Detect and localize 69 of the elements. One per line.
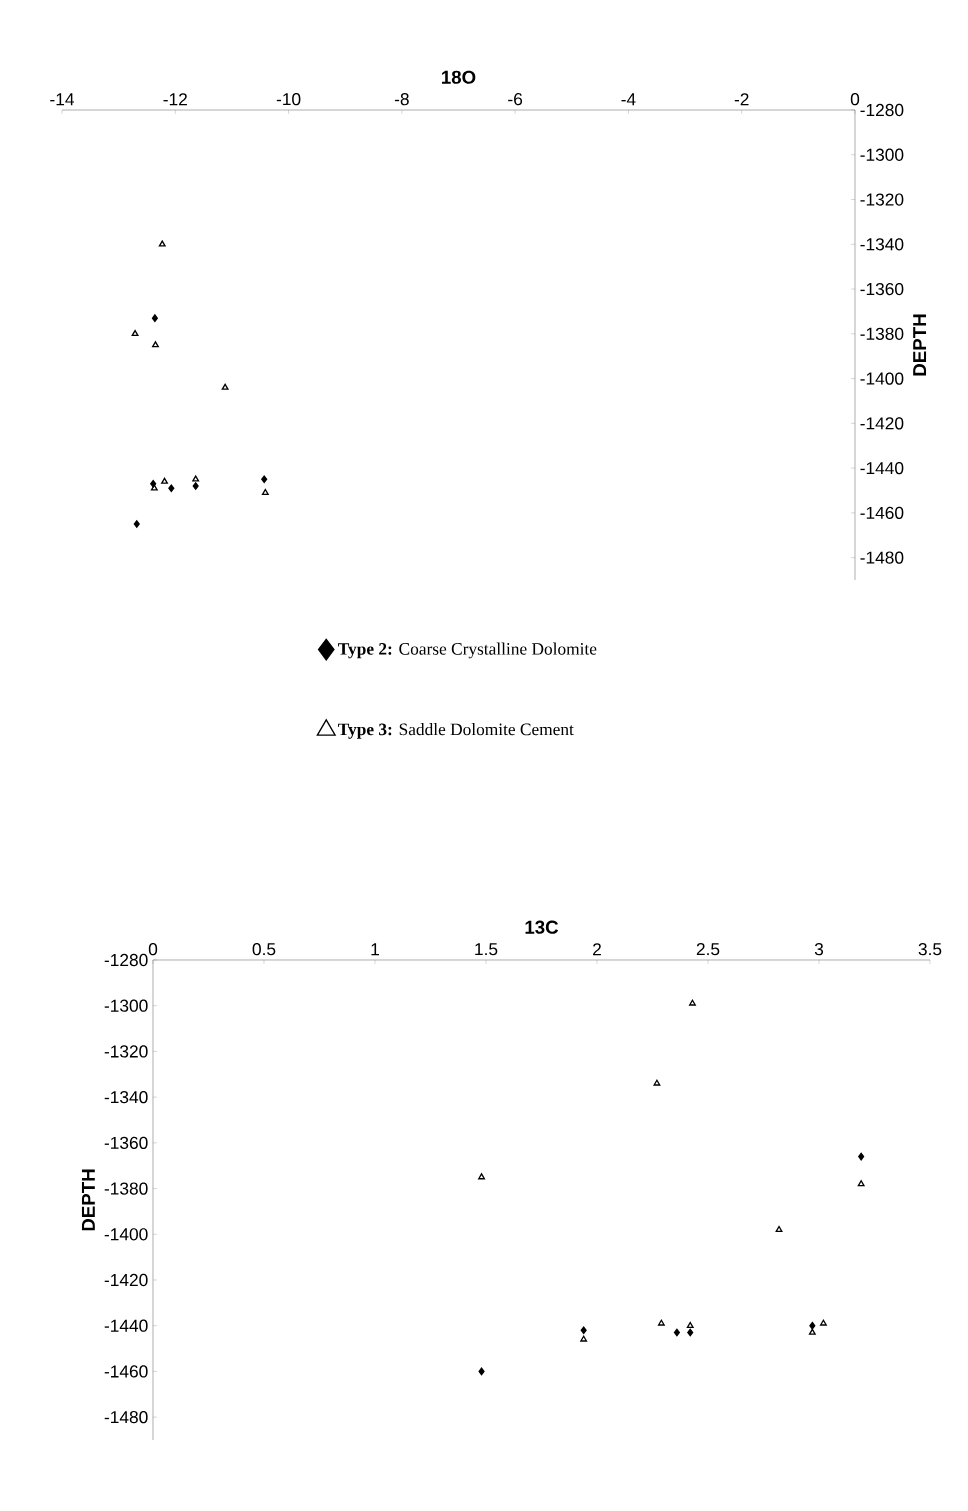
point bbox=[580, 1326, 587, 1335]
point bbox=[808, 1328, 816, 1335]
y-tick-label: -1400 bbox=[104, 1228, 148, 1241]
point bbox=[261, 488, 269, 495]
y-tick-label: -1360 bbox=[104, 1136, 148, 1149]
x-tick-label: 0 bbox=[148, 943, 158, 956]
x-axis-title: 18O bbox=[442, 70, 476, 84]
point bbox=[653, 1079, 661, 1086]
point bbox=[221, 383, 229, 390]
point bbox=[809, 1321, 816, 1330]
x-tick-label: 2 bbox=[593, 943, 601, 956]
x-tick-label: 2.5 bbox=[696, 943, 720, 956]
x-tick-label: 1.5 bbox=[475, 943, 498, 956]
point bbox=[819, 1319, 827, 1326]
x-tick-label: -6 bbox=[508, 93, 523, 106]
x-tick-label: 0.5 bbox=[252, 943, 276, 956]
y-tick-label: -1400 bbox=[860, 372, 904, 385]
point bbox=[686, 1321, 694, 1328]
point bbox=[133, 520, 140, 528]
point bbox=[580, 1335, 588, 1342]
x-axis-title: 13C bbox=[525, 920, 559, 934]
point bbox=[657, 1319, 665, 1326]
x-tick-label: -2 bbox=[734, 93, 749, 106]
x-tick-label: -14 bbox=[50, 93, 75, 106]
point bbox=[158, 240, 166, 247]
x-tick-label: 3.5 bbox=[918, 943, 942, 956]
y-tick-label: -1460 bbox=[104, 1365, 148, 1378]
y-tick-label: -1320 bbox=[104, 1045, 148, 1058]
point bbox=[192, 475, 200, 482]
y-tick-label: -1380 bbox=[104, 1182, 148, 1195]
y-tick-label: -1420 bbox=[860, 417, 904, 430]
y-axis-title: DEPTH bbox=[913, 314, 927, 376]
y-tick-label: -1440 bbox=[104, 1319, 148, 1332]
point bbox=[689, 999, 696, 1006]
y-tick-label: -1360 bbox=[860, 282, 904, 296]
point bbox=[131, 329, 139, 337]
point bbox=[687, 1328, 694, 1337]
legend-label: Type 3: Saddle Dolomite Cement bbox=[338, 723, 574, 739]
y-tick-label: -1300 bbox=[104, 999, 148, 1012]
x-tick-label: -12 bbox=[163, 93, 187, 106]
legend-label: Type 2: Coarse Crystalline Dolomite bbox=[338, 642, 597, 659]
y-tick-label: -1440 bbox=[860, 461, 904, 475]
x-tick-label: 3 bbox=[814, 943, 824, 956]
point bbox=[161, 477, 168, 484]
y-tick-label: -1480 bbox=[104, 1410, 148, 1424]
y-tick-label: -1380 bbox=[860, 327, 904, 340]
x-tick-label: 1 bbox=[371, 943, 379, 956]
point bbox=[775, 1225, 783, 1232]
point bbox=[478, 1367, 485, 1376]
y-tick-label: -1340 bbox=[860, 238, 904, 251]
y-tick-label: -1480 bbox=[860, 551, 904, 564]
y-axis-title: DEPTH bbox=[81, 1169, 95, 1231]
point bbox=[673, 1328, 680, 1337]
y-tick-label: -1280 bbox=[104, 953, 148, 967]
x-tick-label: -10 bbox=[276, 93, 301, 106]
y-tick-label: -1460 bbox=[860, 506, 904, 519]
point bbox=[858, 1152, 865, 1161]
point bbox=[151, 314, 158, 323]
x-tick-label: 0 bbox=[850, 93, 860, 106]
point bbox=[168, 484, 175, 493]
x-tick-label: -4 bbox=[621, 93, 636, 106]
point bbox=[192, 482, 199, 490]
y-tick-label: -1320 bbox=[860, 193, 904, 206]
y-tick-label: -1420 bbox=[104, 1273, 148, 1287]
point bbox=[261, 475, 268, 484]
y-tick-label: -1340 bbox=[104, 1091, 148, 1104]
x-tick-label: -8 bbox=[394, 93, 409, 106]
y-tick-label: -1300 bbox=[860, 148, 904, 161]
y-tick-label: -1280 bbox=[860, 103, 904, 117]
